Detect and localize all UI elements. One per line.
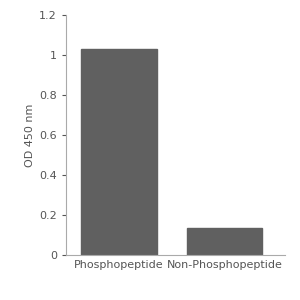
Bar: [81, 49, 157, 255]
Bar: [187, 228, 262, 255]
Y-axis label: OD 450 nm: OD 450 nm: [25, 103, 35, 167]
